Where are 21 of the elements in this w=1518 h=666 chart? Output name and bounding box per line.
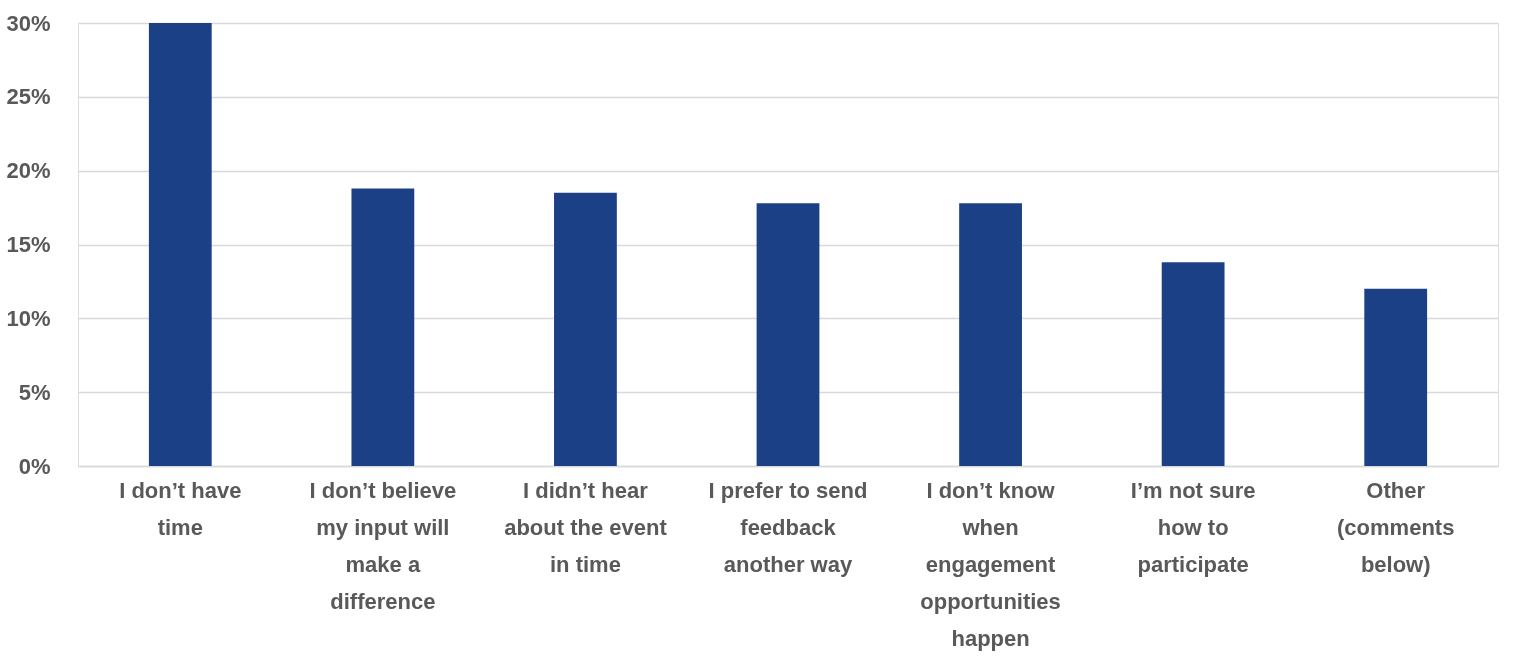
bar [554,192,617,466]
x-tick-label: I don’t have time [119,477,242,540]
bar [959,203,1022,466]
y-tick-label: 5% [18,379,51,405]
y-tick-label: 15% [6,232,51,257]
bar [1161,262,1225,466]
bar [351,188,415,466]
bar [1364,288,1428,466]
y-tick-label: 20% [6,158,51,184]
bar [148,23,212,466]
x-tick-label: I didn’t hear about the event in time [504,477,668,577]
x-tick-label: I don’t know when engagement opportunities happen [920,477,1061,651]
y-tick-label: 0% [18,453,51,479]
x-tick-label: Other (comments below) [1337,477,1455,577]
y-tick-label: 30% [6,10,51,36]
x-tick-label: I prefer to send feedback another way [708,477,868,577]
x-tick-label: I’m not sure how to participate [1130,477,1256,577]
y-tick-label: 25% [6,84,51,110]
x-tick-label: I don’t believe my input will make a difference [309,477,457,614]
bar [756,203,820,466]
y-tick-label: 10% [6,305,51,331]
